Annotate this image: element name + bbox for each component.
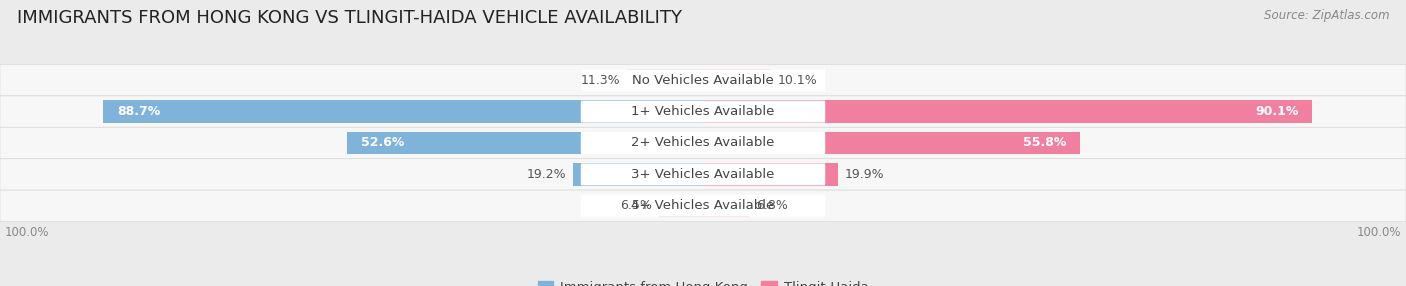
FancyBboxPatch shape: [0, 96, 1406, 127]
Text: Source: ZipAtlas.com: Source: ZipAtlas.com: [1264, 9, 1389, 21]
FancyBboxPatch shape: [0, 64, 1406, 96]
Text: 2+ Vehicles Available: 2+ Vehicles Available: [631, 136, 775, 150]
Text: 11.3%: 11.3%: [581, 74, 620, 87]
FancyBboxPatch shape: [581, 163, 825, 185]
FancyBboxPatch shape: [581, 101, 825, 123]
FancyBboxPatch shape: [0, 190, 1406, 222]
Text: 6.8%: 6.8%: [756, 199, 787, 212]
Bar: [347, 132, 703, 154]
FancyBboxPatch shape: [581, 132, 825, 154]
FancyBboxPatch shape: [0, 127, 1406, 159]
Text: 1+ Vehicles Available: 1+ Vehicles Available: [631, 105, 775, 118]
FancyBboxPatch shape: [581, 195, 825, 217]
Bar: [703, 194, 749, 217]
FancyBboxPatch shape: [0, 159, 1406, 190]
Text: 19.9%: 19.9%: [844, 168, 884, 181]
Text: IMMIGRANTS FROM HONG KONG VS TLINGIT-HAIDA VEHICLE AVAILABILITY: IMMIGRANTS FROM HONG KONG VS TLINGIT-HAI…: [17, 9, 682, 27]
Text: 90.1%: 90.1%: [1256, 105, 1299, 118]
FancyBboxPatch shape: [581, 69, 825, 91]
Bar: [703, 163, 838, 186]
Text: 4+ Vehicles Available: 4+ Vehicles Available: [631, 199, 775, 212]
Bar: [104, 100, 703, 123]
Legend: Immigrants from Hong Kong, Tlingit-Haida: Immigrants from Hong Kong, Tlingit-Haida: [533, 276, 873, 286]
Text: 55.8%: 55.8%: [1024, 136, 1067, 150]
Bar: [703, 132, 1080, 154]
Text: 19.2%: 19.2%: [527, 168, 567, 181]
Bar: [703, 69, 772, 92]
Text: 3+ Vehicles Available: 3+ Vehicles Available: [631, 168, 775, 181]
Text: 10.1%: 10.1%: [778, 74, 818, 87]
Text: No Vehicles Available: No Vehicles Available: [633, 74, 773, 87]
Bar: [574, 163, 703, 186]
Text: 6.5%: 6.5%: [620, 199, 652, 212]
Bar: [627, 69, 703, 92]
Bar: [659, 194, 703, 217]
Text: 88.7%: 88.7%: [117, 105, 160, 118]
Bar: [703, 100, 1312, 123]
Text: 52.6%: 52.6%: [361, 136, 405, 150]
